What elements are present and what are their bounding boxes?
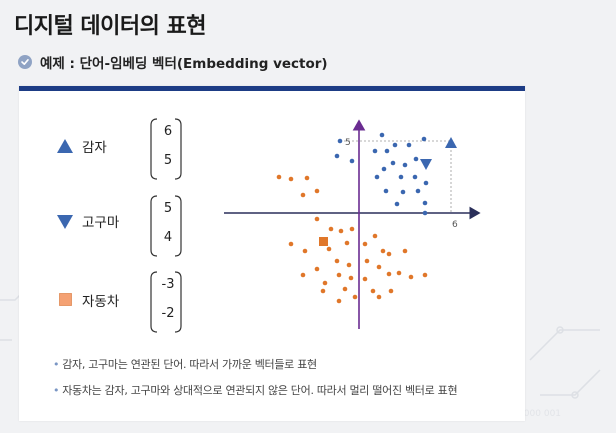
square-icon bbox=[59, 293, 72, 306]
orange-cluster bbox=[276, 174, 428, 304]
item-label-potato: 감자 bbox=[82, 140, 107, 156]
check-circle-icon bbox=[18, 55, 32, 69]
bullet-dot-icon: • bbox=[53, 384, 60, 397]
potato-marker bbox=[445, 137, 457, 148]
vector-brackets-car bbox=[150, 271, 182, 333]
embedding-scatter-plot: 5 6 bbox=[224, 119, 481, 329]
page-title: 디지털 데이터의 표현 bbox=[14, 14, 206, 39]
vector-brackets-potato bbox=[150, 118, 182, 180]
y-tick-label: 5 bbox=[345, 138, 351, 148]
item-label-sweet-potato: 고구마 bbox=[82, 215, 120, 231]
vector-value: 4 bbox=[163, 230, 173, 245]
vector-value: 6 bbox=[163, 124, 173, 139]
sweet-potato-marker bbox=[420, 159, 432, 170]
vector-value: 5 bbox=[163, 201, 173, 216]
triangle-down-icon bbox=[57, 215, 73, 229]
vector-value: -2 bbox=[161, 306, 175, 321]
vector-value: -3 bbox=[161, 277, 175, 292]
vector-brackets-sweet-potato bbox=[150, 195, 182, 257]
vector-value: 5 bbox=[163, 153, 173, 168]
bullet-dot-icon: • bbox=[53, 358, 60, 371]
content-card: 감자 6 5 고구마 5 4 자동차 -3 -2 bbox=[19, 86, 525, 421]
subtitle-text: 예제 : 단어-임베딩 벡터(Embedding vector) bbox=[40, 56, 328, 72]
x-tick-label: 6 bbox=[452, 220, 458, 230]
blue-cluster bbox=[334, 132, 429, 216]
triangle-up-icon bbox=[57, 139, 73, 153]
bullet-item: • 감자, 고구마는 연관된 단어. 따라서 가까운 벡터들로 표현 bbox=[53, 358, 317, 371]
subtitle: 예제 : 단어-임베딩 벡터(Embedding vector) bbox=[18, 52, 328, 72]
car-marker bbox=[319, 237, 328, 246]
item-label-car: 자동차 bbox=[82, 294, 120, 310]
bullet-item: • 자동차는 감자, 고구마와 상대적으로 연관되지 않은 단어. 따라서 멀리 … bbox=[53, 384, 458, 397]
